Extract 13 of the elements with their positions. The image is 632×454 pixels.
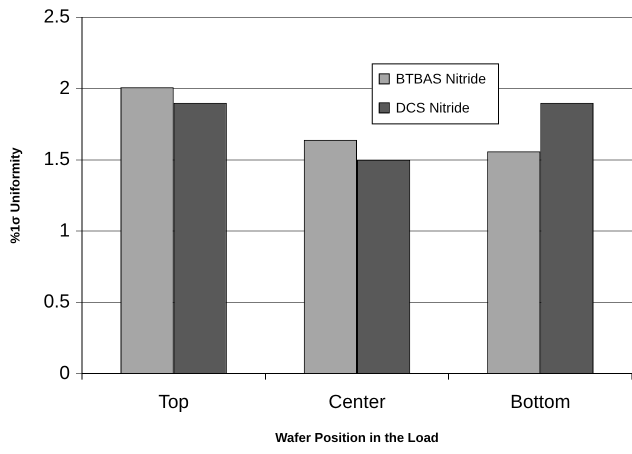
y-tick-label: 1.5	[44, 149, 70, 170]
y-tick-label: 1	[59, 220, 70, 242]
y-tick-label: 2	[59, 78, 70, 99]
y-tick-label: 0	[59, 362, 70, 384]
y-tick-label: 0.5	[44, 292, 70, 313]
x-axis-title: Wafer Position in the Load	[275, 430, 439, 445]
legend-label: BTBAS Nitride	[396, 70, 486, 86]
y-tick-label: 2.5	[44, 6, 70, 28]
y-axis-title: %1σ Uniformity	[7, 146, 22, 244]
x-tick-label: Bottom	[510, 392, 570, 414]
legend-label: DCS Nitride	[396, 99, 470, 116]
x-tick-label: Top	[158, 392, 189, 414]
x-tick-label: Center	[328, 392, 386, 414]
